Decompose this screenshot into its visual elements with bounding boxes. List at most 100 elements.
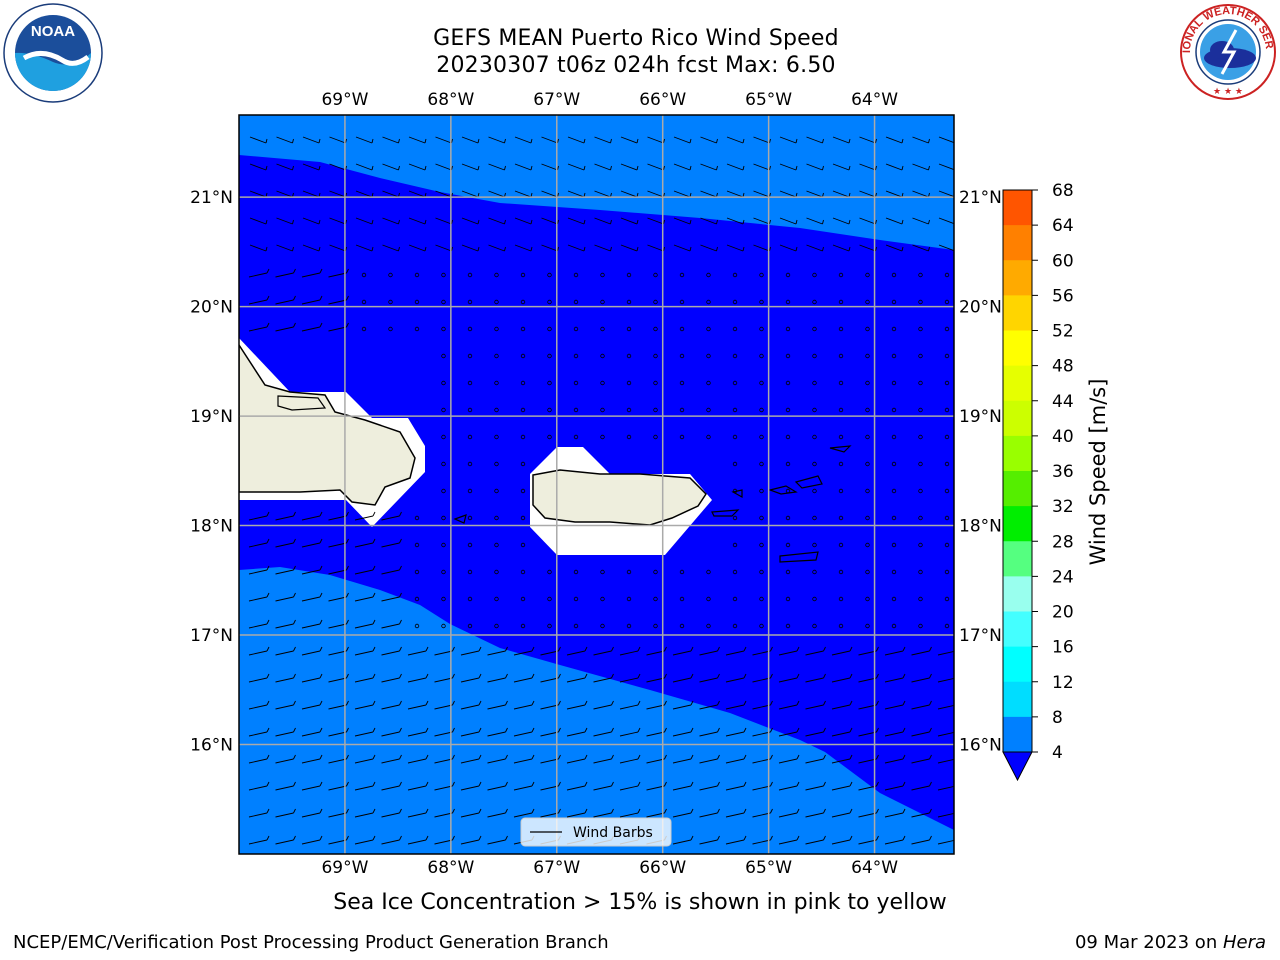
calm-barb: [944, 488, 950, 494]
calm-barb: [732, 434, 738, 440]
wind-barb: [752, 785, 771, 791]
wind-barb: [275, 731, 294, 737]
wind-barb: [831, 785, 851, 791]
calm-barb: [838, 515, 844, 521]
wind-barb: [435, 244, 452, 252]
wind-barb: [487, 677, 506, 683]
colorbar: 68 64 60 56 52 48 44 40 36 32 28 24 20 16 12 8 4: [1002, 181, 1074, 782]
wind-barb-flag: [849, 781, 853, 787]
calm-barb: [441, 326, 446, 332]
wind-barb-flag: [636, 165, 639, 171]
wind-barb: [354, 596, 374, 602]
wind-barb-flag: [770, 835, 773, 841]
wind-barb: [831, 812, 851, 818]
wind-barb: [858, 758, 877, 764]
wind-barb: [912, 190, 929, 198]
calm-barb: [891, 434, 897, 440]
calm-barb: [785, 299, 791, 305]
calm-barb: [573, 299, 579, 305]
lon-tick-bottom: 67°W: [533, 858, 580, 878]
wind-barb-flag: [822, 165, 824, 171]
wind-barb-flag: [266, 592, 270, 598]
colorbar-tick-label: 60: [1052, 251, 1074, 271]
colorbar-segment: [1003, 435, 1032, 472]
wind-barb: [725, 731, 745, 737]
wind-barb-flag: [717, 700, 720, 706]
wind-barb-flag: [372, 754, 376, 760]
wind-barb-flag: [451, 192, 453, 198]
wind-barb-flag: [505, 808, 508, 814]
wind-barb: [859, 163, 876, 171]
wind-barb-flag: [399, 835, 402, 841]
wind-barb: [725, 704, 745, 710]
wind-barb: [487, 650, 506, 656]
wind-barb: [328, 623, 347, 629]
wind-barb: [301, 704, 321, 710]
wind-barb: [752, 677, 771, 683]
wind-barb-flag: [849, 808, 853, 814]
lon-tick-bottom: 69°W: [321, 858, 368, 878]
wind-barb: [487, 758, 506, 764]
wind-barb-flag: [399, 565, 402, 571]
calm-barb: [467, 272, 473, 278]
wind-barb-flag: [452, 835, 455, 841]
wind-barb-flag: [372, 808, 376, 814]
wind-barb: [328, 596, 347, 602]
wind-barb: [461, 244, 479, 252]
wind-barb: [778, 731, 798, 737]
wind-barb-flag: [796, 754, 800, 760]
wind-barb-flag: [663, 138, 665, 144]
calm-barb: [414, 596, 420, 602]
calm-barb: [812, 380, 817, 386]
wind-barb-flag: [558, 673, 561, 679]
wind-barb: [937, 785, 954, 791]
wind-barb: [806, 190, 823, 198]
wind-barb: [541, 244, 558, 252]
calm-barb: [785, 380, 791, 386]
calm-barb: [653, 353, 658, 359]
wind-barb: [912, 244, 929, 252]
calm-barb: [573, 353, 579, 359]
wind-barb-flag: [611, 781, 614, 787]
wind-barb: [488, 217, 505, 225]
wind-barb: [354, 839, 374, 845]
calm-barb: [441, 272, 446, 278]
wind-barb: [672, 812, 692, 818]
wind-barb-flag: [425, 835, 429, 841]
calm-barb: [759, 299, 764, 305]
wind-barb-flag: [636, 219, 639, 225]
nws-logo-icon: NATIONAL WEATHER SERVICE ★ ★ ★: [1178, 2, 1276, 100]
wind-barb: [301, 758, 321, 764]
wind-barb-flag: [770, 646, 773, 652]
wind-barb: [672, 785, 692, 791]
wind-barb: [487, 731, 506, 737]
calm-barb: [467, 353, 473, 359]
wind-barb-flag: [266, 700, 270, 706]
wind-barb: [408, 163, 426, 171]
wind-barb: [805, 704, 824, 710]
calm-barb: [467, 542, 473, 548]
wind-barb-flag: [477, 192, 480, 198]
wind-barb: [885, 217, 903, 225]
wind-barb: [354, 623, 374, 629]
calm-barb: [865, 596, 870, 602]
wind-barb-flag: [796, 781, 800, 787]
wind-barb: [806, 136, 823, 144]
calm-barb: [944, 326, 950, 332]
wind-barb-flag: [663, 246, 665, 252]
wind-barb-flag: [795, 219, 798, 225]
calm-barb: [838, 434, 844, 440]
wind-barb: [301, 731, 321, 737]
wind-barb-flag: [796, 835, 800, 841]
wind-barb-flag: [398, 192, 400, 198]
wind-barb-flag: [610, 219, 612, 225]
wind-barb-flag: [928, 192, 930, 198]
wind-barb: [725, 785, 745, 791]
wind-barb-flag: [875, 165, 877, 171]
wind-barb: [435, 163, 452, 171]
wind-barb: [593, 812, 612, 818]
wind-barb-flag: [346, 511, 349, 517]
wind-barb-flag: [266, 322, 270, 328]
wind-barb: [831, 650, 851, 656]
wind-barb-flag: [769, 192, 771, 198]
